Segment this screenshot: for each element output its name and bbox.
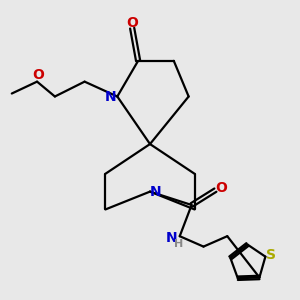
Text: N: N xyxy=(149,184,161,199)
Text: S: S xyxy=(266,248,276,262)
Text: O: O xyxy=(215,181,227,195)
Text: O: O xyxy=(126,16,138,30)
Text: O: O xyxy=(33,68,44,82)
Text: H: H xyxy=(174,238,183,249)
Text: N: N xyxy=(166,231,177,245)
Text: N: N xyxy=(105,89,117,103)
